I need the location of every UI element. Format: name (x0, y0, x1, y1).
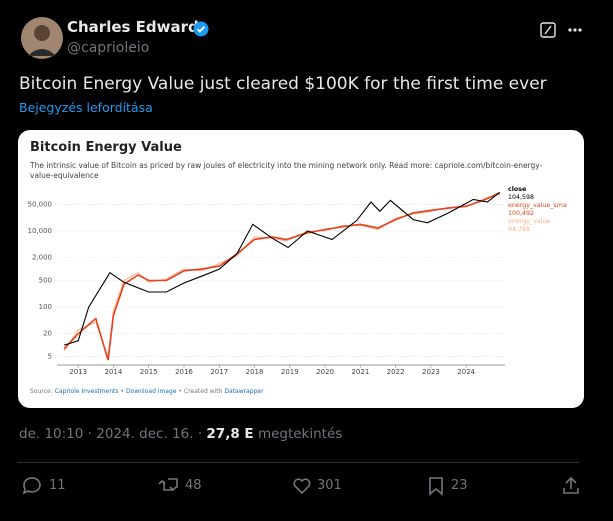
action-icons (22, 476, 579, 496)
y-tick-label: 2,000 (32, 254, 52, 262)
series-line (63, 192, 501, 361)
x-tick-label: 2017 (210, 368, 228, 376)
y-tick-label: 100 (39, 303, 52, 311)
source-part: Source: (30, 388, 53, 395)
source-part: • (121, 388, 125, 395)
source-part: Created with (184, 388, 223, 395)
y-tick-label: 5 (48, 353, 52, 361)
verified-badge (193, 21, 209, 37)
y-tick-label: 10,000 (28, 227, 53, 235)
repost-count[interactable]: 48 (185, 478, 202, 493)
y-tick-label: 50,000 (28, 200, 53, 208)
avatar[interactable] (20, 16, 64, 60)
series-line (63, 193, 500, 357)
source-part: Download image (126, 388, 177, 395)
x-tick-label: 2013 (69, 368, 87, 376)
author-handle[interactable]: @caprioleio (67, 40, 150, 56)
source-part: Capriole Investments (55, 388, 119, 395)
source-part: Datawrapper (224, 388, 264, 395)
end-value-label: 94,788 (508, 226, 530, 233)
x-tick-label: 2023 (422, 368, 440, 376)
x-tick-label: 2015 (140, 368, 158, 376)
legend-name: energy_value (508, 218, 550, 225)
reply-count[interactable]: 11 (49, 478, 66, 493)
chart-subtitle: The intrinsic value of Bitcoin as priced… (30, 161, 543, 180)
y-tick-label: 20 (43, 330, 52, 338)
chart-title: Bitcoin Energy Value (30, 140, 182, 155)
like-count[interactable]: 301 (317, 478, 342, 493)
chart-source: Source: Capriole Investments • Download ima… (30, 388, 264, 395)
divider (17, 462, 579, 463)
translate-link[interactable]: Bejegyzés lefordítása (19, 100, 153, 115)
y-tick-label: 500 (39, 277, 52, 285)
media-card[interactable]: Bitcoin Energy Value The intrinsic value… (18, 130, 584, 408)
legend-name: energy_value_sma (508, 202, 567, 209)
author-name[interactable]: Charles Edwards (67, 18, 208, 36)
x-tick-label: 2018 (246, 368, 264, 376)
chart: 5 20 100 500 2,000 10,000 50,000 2013 2014 2015 20… (28, 186, 567, 395)
x-tick-label: 2014 (105, 368, 123, 376)
tweet-meta: de. 10:10 · 2024. dec. 16. · 27,8 E megt… (19, 426, 342, 442)
end-value-label: 104,598 (508, 194, 534, 201)
x-tick-label: 2016 (175, 368, 193, 376)
x-tick-label: 2024 (457, 368, 475, 376)
x-tick-label: 2022 (387, 368, 405, 376)
series-line (63, 191, 501, 346)
source-part: • (178, 388, 182, 395)
bookmark-count[interactable]: 23 (451, 478, 468, 493)
x-tick-label: 2019 (281, 368, 299, 376)
x-tick-label: 2020 (316, 368, 334, 376)
header-icons[interactable] (540, 22, 590, 40)
tweet-text: Bitcoin Energy Value just cleared $100K … (19, 74, 547, 94)
x-tick-label: 2021 (351, 368, 369, 376)
legend-name: close (508, 186, 526, 193)
end-value-label: 100,492 (508, 210, 534, 217)
timestamp[interactable]: de. 10:10 · 2024. dec. 16. · (19, 426, 203, 442)
views: 27,8 E (206, 426, 254, 442)
views-label: megtekintés (257, 426, 343, 442)
